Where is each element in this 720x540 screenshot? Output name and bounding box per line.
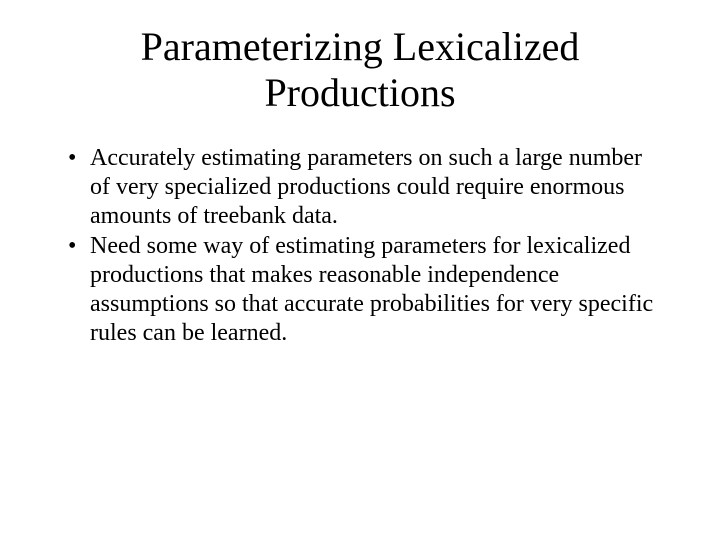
bullet-list: Accurately estimating parameters on such… xyxy=(50,144,670,348)
slide-title: Parameterizing Lexicalized Productions xyxy=(50,24,670,116)
bullet-item: Need some way of estimating parameters f… xyxy=(68,232,662,347)
bullet-item: Accurately estimating parameters on such… xyxy=(68,144,662,230)
slide: Parameterizing Lexicalized Productions A… xyxy=(0,0,720,540)
